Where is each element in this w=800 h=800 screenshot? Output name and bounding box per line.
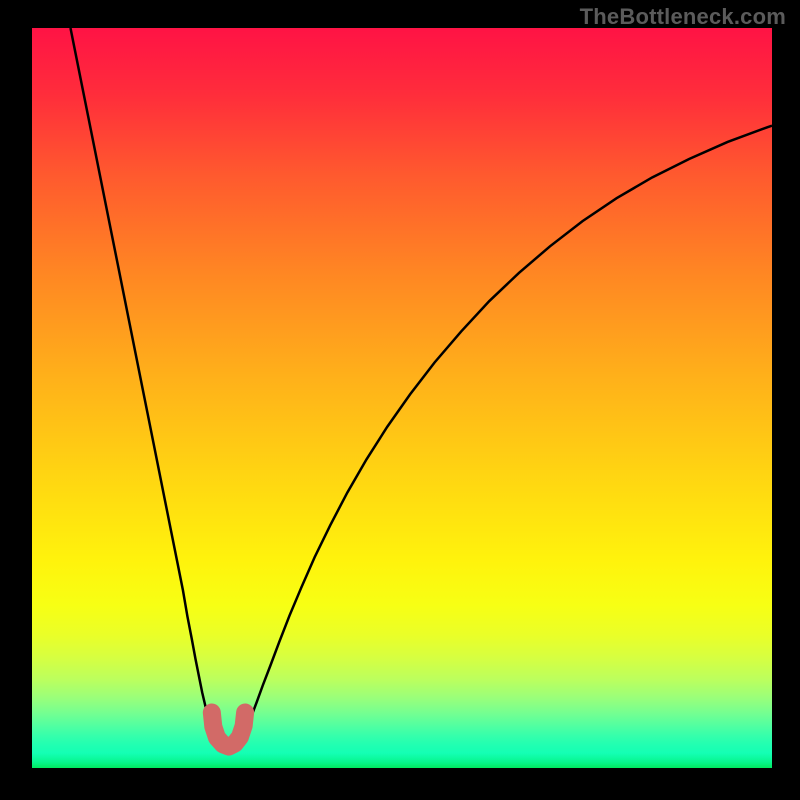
plot-svg — [32, 28, 772, 768]
chart-frame: TheBottleneck.com — [0, 0, 800, 800]
watermark-text: TheBottleneck.com — [580, 4, 786, 30]
gradient-background — [32, 28, 772, 768]
plot-area — [32, 28, 772, 768]
